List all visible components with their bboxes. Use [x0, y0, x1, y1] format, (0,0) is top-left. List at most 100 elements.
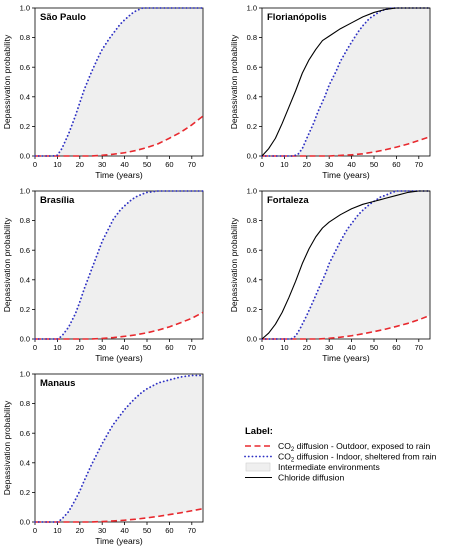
plot-frame — [34, 373, 204, 523]
x-tick-label: 40 — [347, 343, 355, 352]
x-tick-label: 70 — [415, 160, 423, 169]
chart-panel: 0 10 20 30 40 50 60 70 0.0 0.2 0.4 0.6 0.8 1.0 Time (y… — [229, 4, 431, 180]
chart-panel: 0 10 20 30 40 50 60 70 0.0 0.2 0.4 0.6 0.8 1.0 Time (y… — [2, 4, 204, 180]
y-tick-label: 0.6 — [247, 246, 257, 255]
x-tick-label: 60 — [392, 343, 400, 352]
x-tick-label: 50 — [370, 160, 378, 169]
y-tick-label: 0.2 — [247, 122, 257, 131]
x-tick-label: 10 — [280, 343, 288, 352]
y-tick-label: 1.0 — [20, 370, 30, 379]
x-tick-label: 70 — [415, 343, 423, 352]
series-line-co2-indoor — [34, 7, 204, 157]
y-tick-label: 0.0 — [20, 335, 30, 344]
intermediate-band — [35, 375, 203, 522]
x-tick-label: 50 — [143, 526, 151, 535]
y-tick-label: 0.6 — [247, 63, 257, 72]
series-line-co2-indoor — [261, 190, 431, 340]
x-tick-label: 20 — [76, 343, 84, 352]
panel-title: Brasília — [40, 195, 75, 206]
x-tick-label: 20 — [303, 343, 311, 352]
x-tick-label: 40 — [120, 526, 128, 535]
x-axis-label: Time (years) — [322, 170, 370, 180]
x-tick-label: 60 — [165, 526, 173, 535]
legend-entry: Chloride diffusion — [245, 473, 344, 483]
y-tick-label: 0.4 — [20, 275, 30, 284]
x-tick-label: 70 — [188, 343, 196, 352]
series-line-co2-outdoor — [262, 136, 431, 157]
plot-frame — [261, 7, 431, 157]
y-axis-label: Depassivation probability — [2, 217, 12, 312]
x-tick-label: 70 — [188, 160, 196, 169]
series-line-co2-outdoor — [35, 507, 204, 523]
x-tick-label: 50 — [143, 343, 151, 352]
intermediate-band — [35, 8, 203, 156]
y-tick-label: 0.8 — [20, 216, 30, 225]
legend-entry: CO2 diffusion - Outdoor, exposed to rain — [245, 441, 430, 453]
legend-label: Chloride diffusion — [278, 473, 344, 483]
series-line-co2-indoor — [34, 190, 204, 340]
y-tick-label: 0.6 — [20, 63, 30, 72]
x-tick-label: 30 — [98, 343, 106, 352]
plot-frame — [261, 190, 431, 340]
chart-panel: 0 10 20 30 40 50 60 70 0.0 0.2 0.4 0.6 0.8 1.0 Time (y… — [229, 187, 431, 363]
y-tick-label: 1.0 — [247, 187, 257, 196]
x-tick-label: 30 — [325, 343, 333, 352]
legend-swatch — [245, 462, 271, 472]
plot-frame — [34, 7, 204, 157]
x-tick-label: 0 — [33, 343, 37, 352]
y-tick-label: 0.8 — [247, 33, 257, 42]
x-tick-label: 50 — [370, 343, 378, 352]
y-axis-label: Depassivation probability — [2, 400, 12, 495]
x-tick-label: 60 — [392, 160, 400, 169]
legend-heading: Label: — [245, 426, 273, 437]
legend-label: CO2 diffusion - Outdoor, exposed to rain — [278, 441, 430, 453]
series-line-co2-outdoor — [262, 314, 431, 340]
y-tick-label: 1.0 — [247, 4, 257, 13]
legend-entry: CO2 diffusion - Indoor, sheltered from r… — [244, 452, 437, 464]
y-tick-label: 0.0 — [20, 518, 30, 527]
x-tick-label: 30 — [98, 526, 106, 535]
y-axis-label: Depassivation probability — [229, 34, 239, 129]
x-axis-label: Time (years) — [95, 353, 143, 363]
x-tick-label: 20 — [76, 526, 84, 535]
legend: Label: CO2 diffusion - Outdoor, exposed t… — [244, 426, 437, 483]
x-tick-label: 60 — [165, 160, 173, 169]
x-tick-label: 0 — [260, 160, 264, 169]
series-line-co2-outdoor — [35, 115, 204, 157]
x-tick-label: 0 — [33, 526, 37, 535]
y-tick-label: 0.8 — [20, 33, 30, 42]
x-tick-label: 10 — [53, 526, 61, 535]
x-tick-label: 30 — [98, 160, 106, 169]
x-tick-label: 20 — [76, 160, 84, 169]
panel-title: São Paulo — [40, 12, 86, 23]
x-axis-label: Time (years) — [95, 170, 143, 180]
y-tick-label: 0.4 — [247, 92, 257, 101]
chart-panels: 0 10 20 30 40 50 60 70 0.0 0.2 0.4 0.6 0.8 1.0 Time (y… — [2, 4, 431, 546]
y-tick-label: 0.0 — [247, 152, 257, 161]
chart-panel: 0 10 20 30 40 50 60 70 0.0 0.2 0.4 0.6 0.8 1.0 Time (y… — [2, 370, 204, 546]
y-axis-label: Depassivation probability — [2, 34, 12, 129]
intermediate-band — [262, 191, 430, 339]
legend-entry: Intermediate environments — [245, 462, 380, 472]
series-line-chloride — [261, 190, 430, 340]
y-tick-label: 0.0 — [247, 335, 257, 344]
x-tick-label: 30 — [325, 160, 333, 169]
y-tick-label: 0.2 — [247, 305, 257, 314]
x-tick-label: 0 — [33, 160, 37, 169]
legend-label: Intermediate environments — [278, 462, 380, 472]
y-axis-label: Depassivation probability — [229, 217, 239, 312]
panel-title: Fortaleza — [267, 195, 309, 206]
y-tick-label: 0.4 — [20, 92, 30, 101]
x-tick-label: 40 — [120, 160, 128, 169]
legend-label: CO2 diffusion - Indoor, sheltered from r… — [278, 452, 437, 464]
chart-panel: 0 10 20 30 40 50 60 70 0.0 0.2 0.4 0.6 0.8 1.0 Time (y… — [2, 187, 204, 363]
x-tick-label: 60 — [165, 343, 173, 352]
x-axis-label: Time (years) — [322, 353, 370, 363]
panel-title: Florianópolis — [267, 12, 327, 23]
y-tick-label: 1.0 — [20, 187, 30, 196]
series-line-co2-outdoor — [35, 311, 204, 340]
y-tick-label: 0.8 — [20, 399, 30, 408]
x-tick-label: 70 — [188, 526, 196, 535]
x-tick-label: 10 — [280, 160, 288, 169]
